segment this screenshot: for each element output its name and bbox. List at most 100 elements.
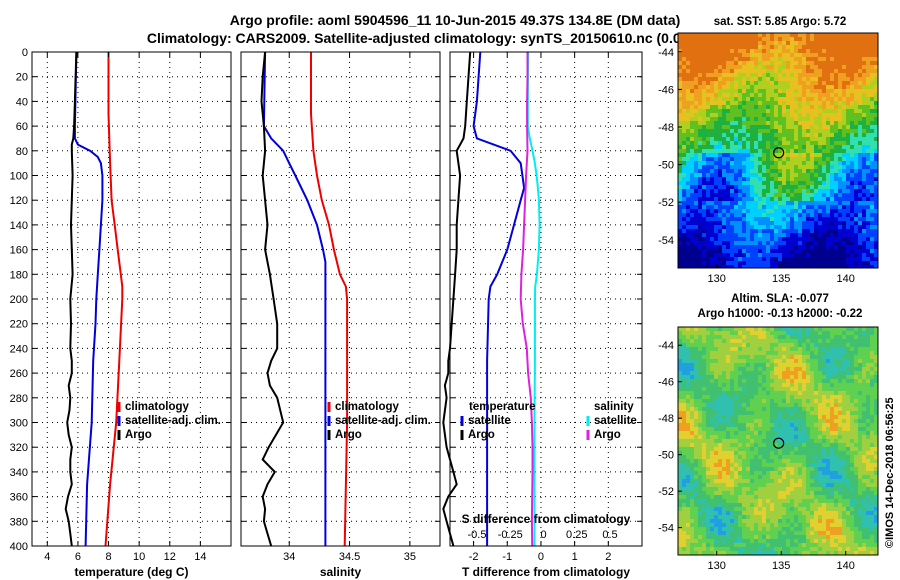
map-cell bbox=[806, 93, 810, 97]
map-cell bbox=[738, 411, 742, 415]
map-cell bbox=[830, 89, 834, 93]
map-cell bbox=[850, 161, 854, 165]
map-cell bbox=[742, 367, 746, 371]
map-cell bbox=[734, 45, 738, 49]
map-cell bbox=[770, 347, 774, 351]
map-cell bbox=[806, 57, 810, 61]
map-cell bbox=[822, 339, 826, 343]
map-cell bbox=[754, 93, 758, 97]
map-cell bbox=[862, 451, 866, 455]
map-cell bbox=[874, 253, 878, 257]
map-cell bbox=[830, 73, 834, 77]
map-cell bbox=[858, 415, 862, 419]
map-cell bbox=[834, 379, 838, 383]
map-cell bbox=[706, 81, 710, 85]
map-cell bbox=[702, 89, 706, 93]
map-cell bbox=[810, 423, 814, 427]
map-cell bbox=[690, 459, 694, 463]
map-cell bbox=[738, 253, 742, 257]
map-cell bbox=[806, 105, 810, 109]
map-cell bbox=[718, 447, 722, 451]
map-cell bbox=[858, 363, 862, 367]
map-cell bbox=[718, 379, 722, 383]
map-cell bbox=[862, 327, 866, 331]
map-cell bbox=[730, 185, 734, 189]
map-cell bbox=[686, 85, 690, 89]
map-cell bbox=[862, 125, 866, 129]
map-cell bbox=[870, 391, 874, 395]
map-cell bbox=[730, 375, 734, 379]
map-cell bbox=[718, 113, 722, 117]
map-cell bbox=[858, 229, 862, 233]
map-cell bbox=[714, 225, 718, 229]
map-cell bbox=[742, 351, 746, 355]
map-cell bbox=[718, 145, 722, 149]
map-cell bbox=[842, 149, 846, 153]
map-cell bbox=[830, 137, 834, 141]
map-cell bbox=[874, 447, 878, 451]
map-cell bbox=[774, 335, 778, 339]
map-cell bbox=[718, 217, 722, 221]
map-cell bbox=[766, 367, 770, 371]
map-cell bbox=[710, 109, 714, 113]
map-cell bbox=[810, 69, 814, 73]
map-cell bbox=[778, 85, 782, 89]
map-cell bbox=[814, 165, 818, 169]
map-cell bbox=[778, 249, 782, 253]
map-cell bbox=[854, 205, 858, 209]
map-cell bbox=[714, 249, 718, 253]
map-cell bbox=[830, 241, 834, 245]
map-cell bbox=[858, 49, 862, 53]
map-cell bbox=[862, 157, 866, 161]
map-cell bbox=[858, 261, 862, 265]
map-cell bbox=[874, 221, 878, 225]
map-cell bbox=[706, 351, 710, 355]
map-cell bbox=[710, 65, 714, 69]
map-cell bbox=[694, 415, 698, 419]
map-cell bbox=[790, 399, 794, 403]
map-cell bbox=[858, 153, 862, 157]
map-cell bbox=[738, 213, 742, 217]
map-cell bbox=[690, 129, 694, 133]
map-cell bbox=[870, 257, 874, 261]
map-cell bbox=[690, 61, 694, 65]
map-cell bbox=[726, 383, 730, 387]
map-cell bbox=[682, 455, 686, 459]
map-cell bbox=[842, 217, 846, 221]
map-cell bbox=[730, 415, 734, 419]
map-cell bbox=[854, 415, 858, 419]
map-cell bbox=[866, 133, 870, 137]
map-cell bbox=[770, 97, 774, 101]
map-cell bbox=[838, 61, 842, 65]
map-cell bbox=[866, 73, 870, 77]
map-cell bbox=[682, 113, 686, 117]
map-cell bbox=[730, 161, 734, 165]
map-cell bbox=[854, 221, 858, 225]
map-cell bbox=[802, 447, 806, 451]
map-cell bbox=[710, 451, 714, 455]
map-cell bbox=[874, 93, 878, 97]
map-cell bbox=[798, 121, 802, 125]
map-cell bbox=[678, 49, 682, 53]
map-cell bbox=[850, 379, 854, 383]
map-cell bbox=[710, 359, 714, 363]
map-cell bbox=[738, 435, 742, 439]
map-cell bbox=[754, 391, 758, 395]
map-cell bbox=[774, 53, 778, 57]
map-cell bbox=[830, 205, 834, 209]
map-cell bbox=[710, 327, 714, 331]
map-cell bbox=[874, 343, 878, 347]
map-cell bbox=[786, 459, 790, 463]
map-cell bbox=[710, 93, 714, 97]
map-cell bbox=[818, 181, 822, 185]
map-cell bbox=[798, 439, 802, 443]
map-cell bbox=[810, 335, 814, 339]
map-cell bbox=[822, 53, 826, 57]
map-cell bbox=[870, 395, 874, 399]
map-cell bbox=[770, 77, 774, 81]
map-cell bbox=[690, 443, 694, 447]
map-cell bbox=[814, 415, 818, 419]
map-cell bbox=[802, 343, 806, 347]
map-cell bbox=[850, 65, 854, 69]
map-cell bbox=[790, 443, 794, 447]
